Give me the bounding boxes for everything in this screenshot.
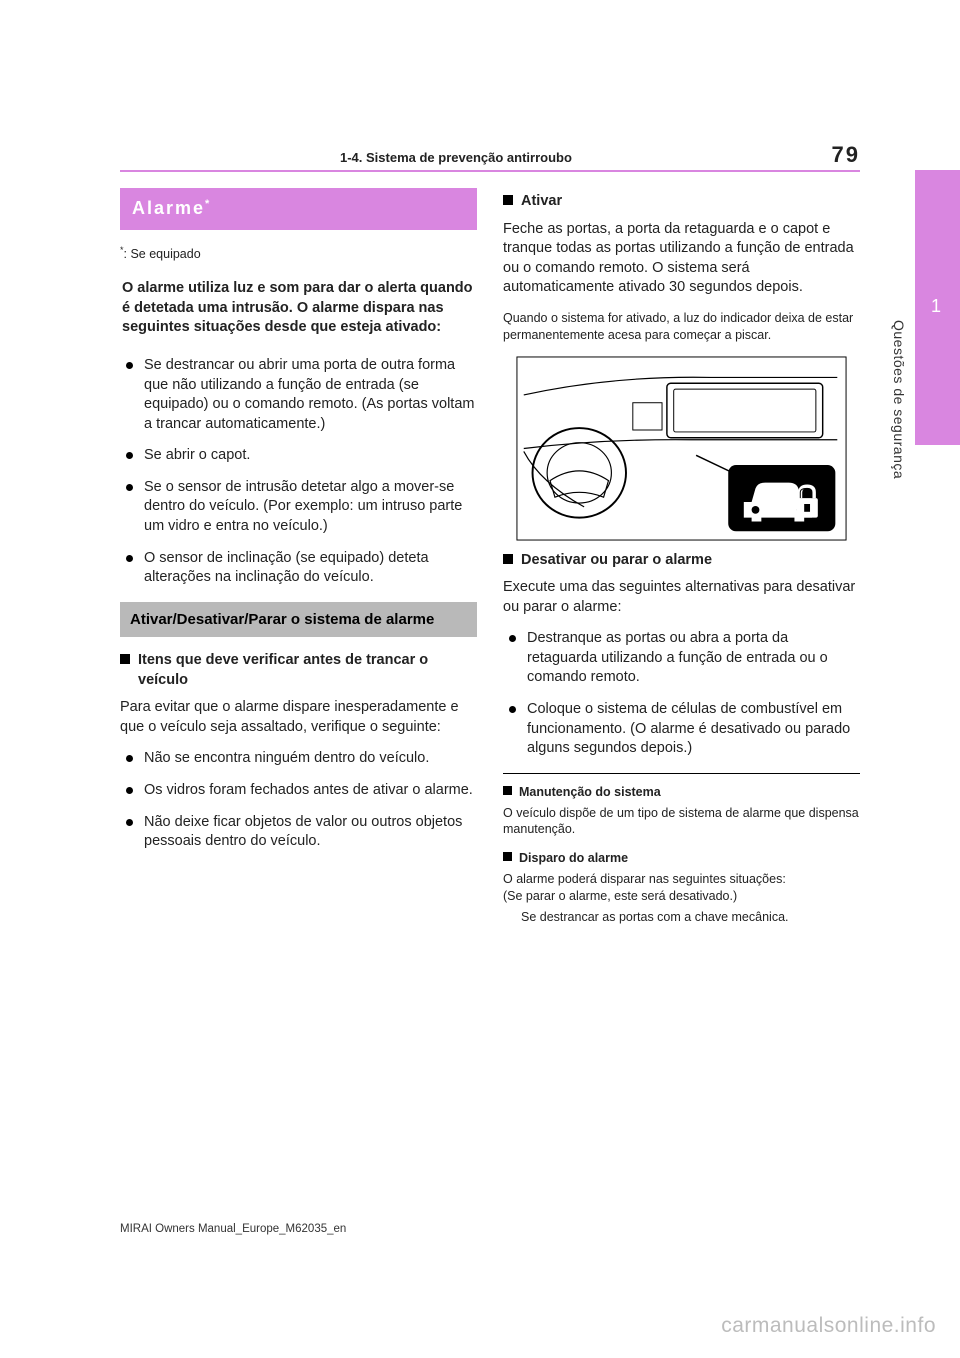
trigger-sub-list: Se destrancar as portas com a chave mecâ…: [503, 909, 860, 926]
list-item: Se destrancar as portas com a chave mecâ…: [503, 909, 860, 926]
chapter-number: 1: [926, 294, 946, 318]
footnote-text: : Se equipado: [124, 247, 201, 261]
list-item: O sensor de inclinação (se equipado) det…: [120, 549, 477, 588]
list-item: Não se encontra ninguém dentro do veícul…: [120, 749, 477, 769]
list-item: Se abrir o capot.: [120, 446, 477, 466]
alarm-title-box: Alarme*: [120, 188, 477, 230]
deactivate-items-list: Destranque as portas ou abra a porta da …: [503, 629, 860, 758]
right-column: Ativar Feche as portas, a porta da retag…: [503, 188, 860, 932]
deactivate-heading: Desativar ou parar o alarme: [503, 551, 860, 571]
maintenance-heading: Manutenção do sistema: [503, 784, 860, 801]
list-item: Os vidros foram fechados antes de ativar…: [120, 781, 477, 801]
deactivate-para: Execute uma das seguintes alternativas p…: [503, 578, 860, 617]
list-item: Se o sensor de intrusão detetar algo a m…: [120, 478, 477, 537]
activate-heading: Ativar: [503, 192, 860, 212]
alarm-title: Alarme: [132, 198, 205, 218]
check-before-lock-heading: Itens que deve verificar antes de tranca…: [120, 651, 477, 690]
divider: [503, 773, 860, 774]
watermark: carmanualsonline.info: [721, 1312, 936, 1340]
alarm-title-sup: *: [205, 198, 211, 210]
left-column: Alarme* *: Se equipado O alarme utiliza …: [120, 188, 477, 932]
dashboard-illustration: [503, 356, 860, 541]
side-section-label: Questões de segurança: [889, 320, 908, 479]
activate-para: Feche as portas, a porta da retaguarda e…: [503, 220, 860, 298]
footer-doc-id: MIRAI Owners Manual_Europe_M62035_en: [120, 1222, 346, 1238]
list-item: Se destrancar ou abrir uma porta de outr…: [120, 356, 477, 434]
check-items-list: Não se encontra ninguém dentro do veícul…: [120, 749, 477, 851]
intro-summary: O alarme utiliza luz e som para dar o al…: [120, 275, 477, 344]
trigger-text-1: O alarme poderá disparar nas seguintes s…: [503, 871, 860, 888]
activate-note: Quando o sistema for ativado, a luz do i…: [503, 310, 860, 344]
alarm-causes-list: Se destrancar ou abrir uma porta de outr…: [120, 356, 477, 588]
list-item: Não deixe ficar objetos de valor ou outr…: [120, 813, 477, 852]
list-item: Coloque o sistema de células de combustí…: [503, 700, 860, 759]
trigger-heading: Disparo do alarme: [503, 850, 860, 867]
subsection-bar: Ativar/Desativar/Parar o sistema de alar…: [120, 602, 477, 638]
footnote: *: Se equipado: [120, 244, 477, 263]
list-item: Destranque as portas ou abra a porta da …: [503, 629, 860, 688]
check-before-lock-para: Para evitar que o alarme dispare inesper…: [120, 698, 477, 737]
trigger-text-2: (Se parar o alarme, este será desativado…: [503, 888, 860, 905]
maintenance-text: O veículo dispõe de um tipo de sistema d…: [503, 805, 860, 839]
